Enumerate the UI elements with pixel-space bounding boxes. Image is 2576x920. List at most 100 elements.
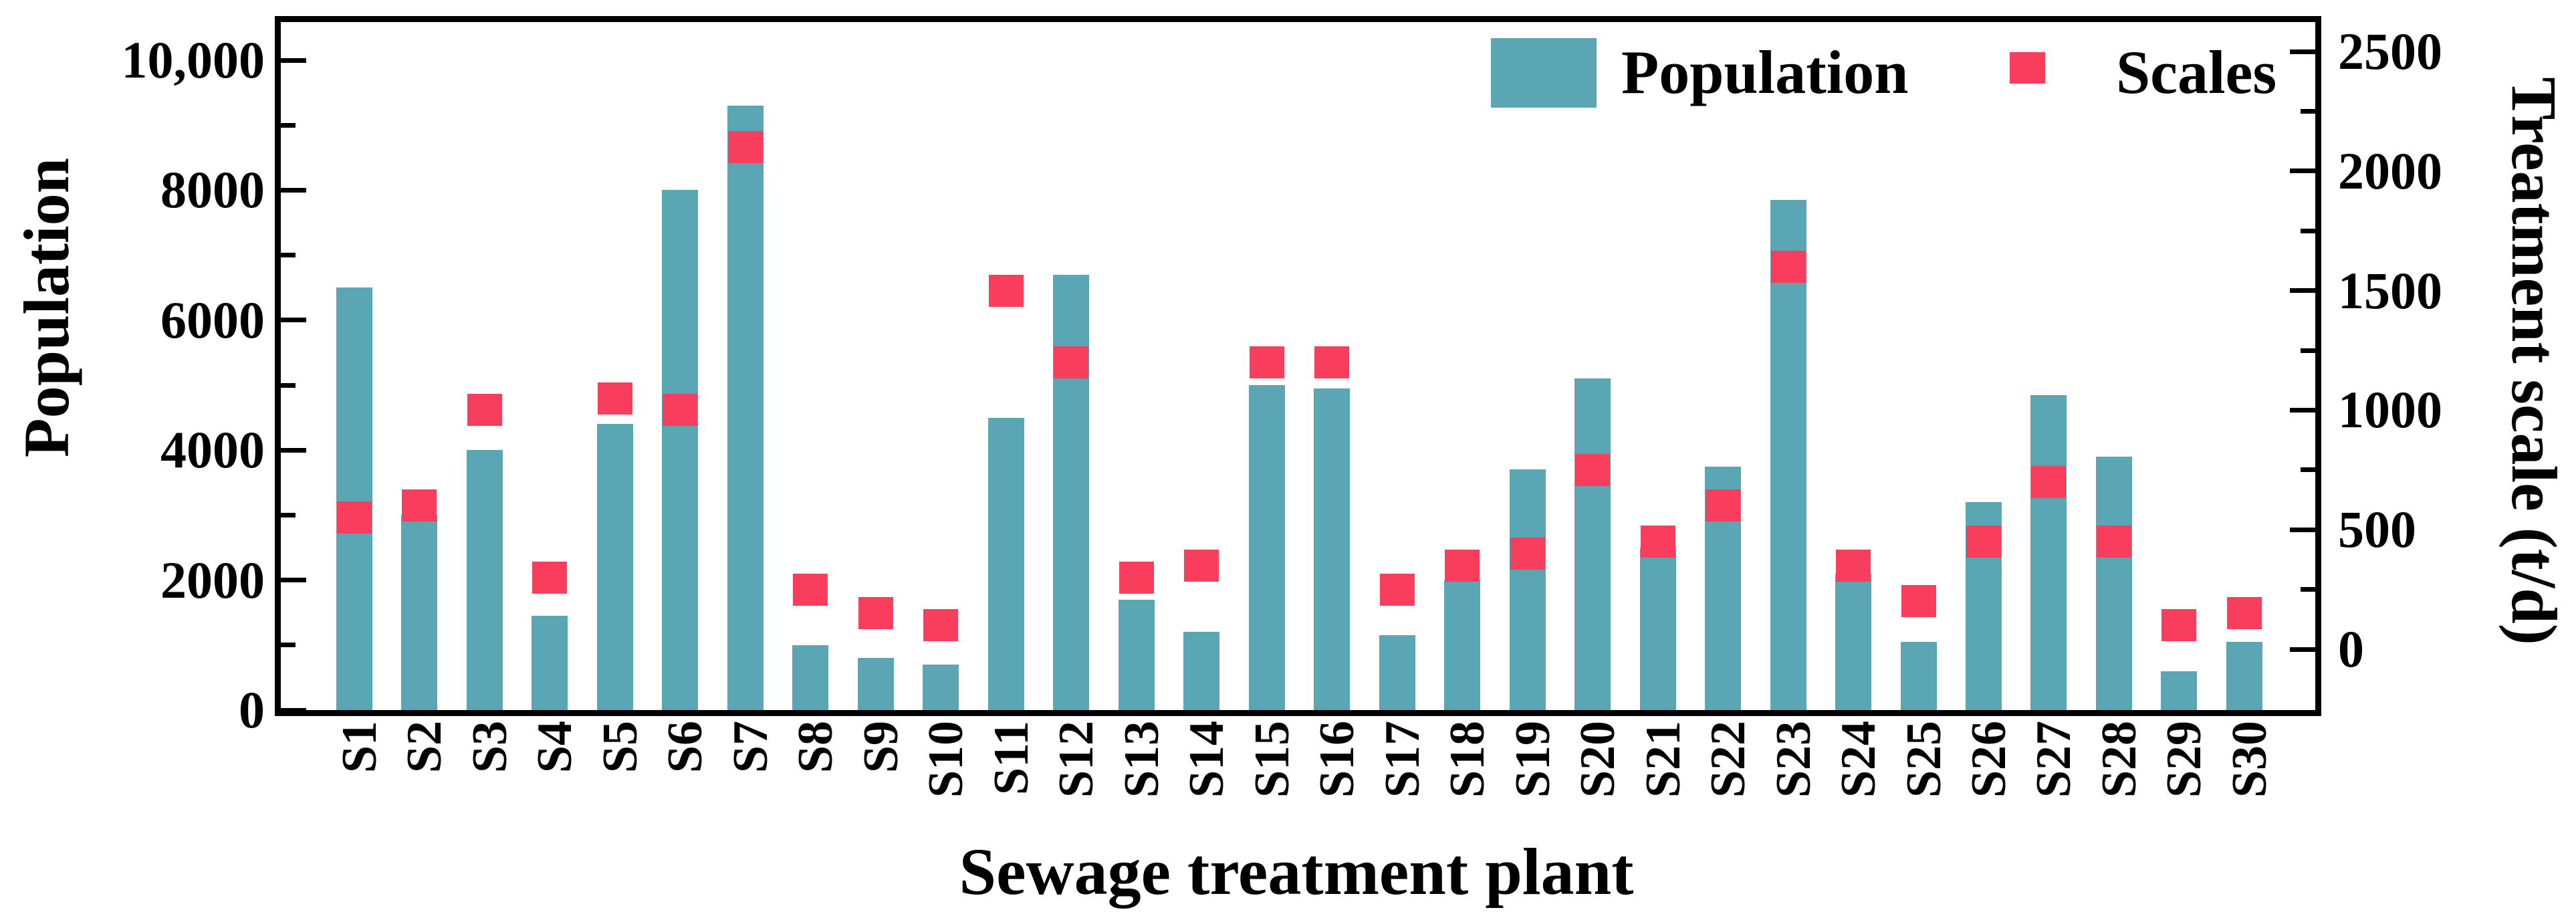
legend-population-label: Population (1621, 38, 1909, 106)
scales-marker-S22 (1706, 489, 1741, 522)
bar-S2 (401, 515, 438, 710)
scales-marker-S18 (1445, 549, 1480, 582)
scales-marker-S27 (2031, 465, 2067, 498)
scales-marker-S23 (1770, 250, 1806, 283)
left-tick-label: 2000 (160, 550, 265, 609)
scales-marker-S30 (2226, 597, 2262, 630)
bar-S6 (662, 190, 699, 710)
left-major-tick (281, 578, 306, 583)
scales-marker-S16 (1314, 346, 1350, 378)
left-tick-label: 0 (239, 681, 265, 739)
bar-S23 (1770, 199, 1806, 710)
x-tick-label-S11: S11 (983, 721, 1039, 796)
bar-S29 (2161, 671, 2198, 710)
x-tick-label-S12: S12 (1049, 721, 1104, 798)
left-tick-label: 8000 (160, 160, 265, 219)
x-tick-label-S20: S20 (1570, 721, 1626, 798)
left-minor-tick (281, 382, 296, 388)
x-tick-label-S27: S27 (2026, 721, 2082, 798)
right-tick-label: 2500 (2338, 22, 2442, 80)
scales-marker-S1 (337, 501, 372, 534)
x-axis-title: Sewage treatment plant (959, 834, 1634, 909)
scales-marker-S13 (1119, 561, 1154, 594)
scales-marker-S4 (532, 561, 568, 594)
scales-marker-S11 (988, 274, 1024, 307)
bar-S11 (987, 417, 1024, 710)
left-minor-tick (281, 643, 296, 648)
scales-marker-S26 (1966, 526, 2001, 558)
x-tick-label-S7: S7 (723, 721, 778, 774)
x-tick-label-S8: S8 (788, 721, 844, 774)
scales-marker-S14 (1184, 549, 1219, 582)
bar-S15 (1248, 385, 1285, 710)
right-tick-label: 0 (2338, 620, 2364, 678)
left-minor-tick (281, 253, 296, 258)
left-major-tick (281, 447, 306, 453)
right-minor-tick (2301, 108, 2315, 114)
x-tick-label-S6: S6 (658, 721, 713, 774)
x-tick-label-S28: S28 (2091, 721, 2147, 798)
x-tick-label-S25: S25 (1896, 721, 1952, 798)
right-minor-tick (2301, 348, 2315, 353)
scales-marker-S7 (727, 131, 763, 164)
bar-S17 (1379, 635, 1415, 710)
x-tick-label-S2: S2 (397, 721, 453, 774)
bar-S18 (1444, 580, 1481, 710)
left-tick-label: 4000 (160, 421, 265, 479)
bar-S25 (1900, 641, 1937, 710)
right-tick-label: 2000 (2338, 141, 2442, 200)
x-tick-label-S23: S23 (1766, 721, 1821, 798)
left-tick-label: 10,000 (121, 31, 265, 89)
scales-marker-S3 (467, 394, 502, 427)
bar-S28 (2095, 456, 2132, 710)
legend-scales-label: Scales (2116, 38, 2277, 106)
right-axis-title: Treatment scale (t/d) (2498, 77, 2570, 645)
x-tick-label-S1: S1 (332, 721, 387, 774)
x-tick-label-S4: S4 (528, 721, 583, 774)
scales-marker-S6 (663, 394, 698, 427)
x-tick-label-S9: S9 (853, 721, 909, 774)
scales-marker-S10 (923, 609, 959, 642)
scales-marker-S24 (1836, 549, 1871, 582)
x-tick-label-S14: S14 (1179, 721, 1235, 798)
x-tick-label-S30: S30 (2222, 721, 2277, 798)
left-minor-tick (281, 122, 296, 128)
x-tick-label-S17: S17 (1375, 721, 1430, 798)
x-tick-label-S16: S16 (1310, 721, 1365, 798)
x-tick-label-S21: S21 (1635, 721, 1691, 798)
right-major-tick (2290, 288, 2315, 294)
bar-S8 (792, 645, 829, 710)
bar-S9 (857, 658, 894, 710)
right-major-tick (2290, 407, 2315, 413)
legend-population-swatch (1491, 38, 1597, 108)
scales-marker-S5 (597, 382, 632, 415)
scales-marker-S19 (1510, 537, 1545, 570)
x-tick-label-S22: S22 (1701, 721, 1756, 798)
x-tick-label-S29: S29 (2157, 721, 2212, 798)
x-tick-label-S15: S15 (1244, 721, 1300, 798)
scales-marker-S25 (1901, 585, 1936, 618)
left-minor-tick (281, 512, 296, 518)
bar-S4 (532, 616, 568, 710)
left-major-tick (281, 318, 306, 323)
x-tick-label-S18: S18 (1440, 721, 1496, 798)
right-tick-label: 1500 (2338, 261, 2442, 320)
right-tick-label: 500 (2338, 500, 2416, 559)
right-major-tick (2290, 647, 2315, 652)
x-tick-label-S3: S3 (462, 721, 517, 774)
x-tick-label-S24: S24 (1831, 721, 1887, 798)
left-tick-label: 6000 (160, 290, 265, 349)
x-tick-label-S26: S26 (1962, 721, 2016, 798)
x-tick-label-S13: S13 (1114, 721, 1169, 798)
scales-marker-S15 (1249, 346, 1284, 378)
right-minor-tick (2301, 228, 2315, 233)
scales-marker-S2 (402, 489, 437, 522)
scales-marker-S28 (2096, 526, 2131, 558)
bar-S12 (1053, 274, 1090, 710)
right-major-tick (2290, 168, 2315, 174)
scales-marker-S29 (2161, 609, 2197, 642)
bar-S3 (466, 450, 503, 710)
right-minor-tick (2301, 467, 2315, 473)
left-major-tick (281, 707, 306, 713)
